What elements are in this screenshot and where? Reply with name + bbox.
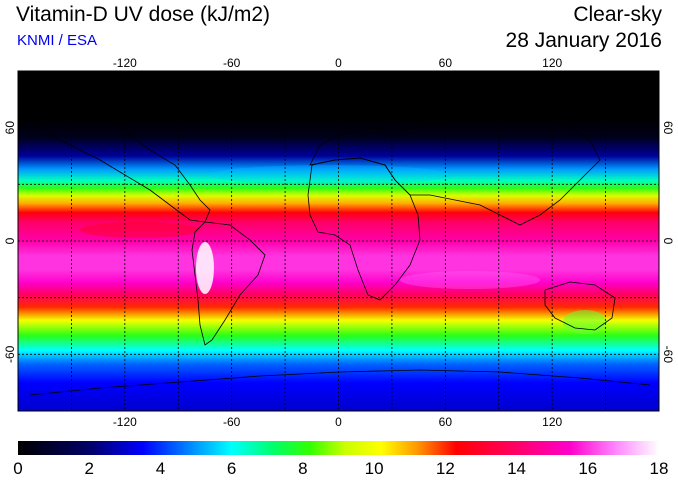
australia-south-cloud-patch [563, 310, 607, 334]
lat-tick-label: -60 [3, 345, 17, 363]
colorbar-tick-label: 14 [507, 459, 526, 478]
northern-blue-streak [210, 165, 450, 185]
indian-ocean-streak [400, 271, 540, 289]
lon-tick-label: -120 [113, 415, 137, 429]
antarctica-coast [29, 369, 651, 396]
lat-tick-label: -60 [661, 346, 675, 364]
colorbar [18, 441, 659, 455]
map-frame [17, 70, 660, 412]
equatorial-band-streak [80, 222, 200, 238]
field-detail [80, 165, 607, 334]
lon-tick-label: 0 [335, 415, 342, 429]
lat-labels-right: 60 0 -60 [661, 121, 675, 363]
colorbar-labels: 0 2 4 6 8 10 12 14 16 18 [13, 459, 668, 478]
lon-tick-label: -60 [223, 56, 241, 70]
colorbar-tick-label: 0 [13, 459, 22, 478]
colorbar-tick-label: 18 [650, 459, 669, 478]
colorbar-tick-label: 6 [227, 459, 236, 478]
lon-tick-label: 120 [542, 56, 562, 70]
colorbar-tick-label: 8 [298, 459, 307, 478]
south-america-coast [191, 221, 266, 346]
lon-tick-label: 60 [439, 56, 453, 70]
graticule [18, 71, 659, 411]
andes-high-dose-area [196, 242, 214, 294]
north-america-coast [39, 107, 211, 223]
lon-labels-top: -120 -60 0 60 120 [113, 56, 563, 70]
colorbar-tick-label: 16 [578, 459, 597, 478]
lat-labels-left: 60 0 -60 [3, 121, 17, 363]
lat-tick-label: 60 [3, 121, 17, 135]
australia-coast [544, 281, 616, 331]
coastlines [29, 107, 651, 396]
lon-tick-label: 120 [542, 415, 562, 429]
lon-tick-label: -120 [113, 56, 137, 70]
colorbar-tick-label: 10 [365, 459, 384, 478]
sky-condition-label: Clear-sky [573, 3, 662, 26]
date-label: 28 January 2016 [505, 29, 662, 52]
colorbar-tick-label: 2 [84, 459, 93, 478]
colorbar-tick-label: 4 [156, 459, 165, 478]
colorbar-tick-label: 12 [436, 459, 455, 478]
lon-labels-bottom: -120 -60 0 60 120 [113, 415, 563, 429]
lon-tick-label: 60 [439, 415, 453, 429]
eurasia-coast [309, 111, 601, 226]
lat-tick-label: 60 [661, 121, 675, 135]
lon-tick-label: -60 [223, 415, 241, 429]
lat-tick-label: 0 [661, 238, 675, 245]
chart-title: Vitamin-D UV dose (kJ/m2) [16, 3, 271, 26]
lat-tick-label: 0 [3, 237, 17, 244]
lon-tick-label: 0 [335, 56, 342, 70]
credit-label: KNMI / ESA [17, 32, 98, 49]
